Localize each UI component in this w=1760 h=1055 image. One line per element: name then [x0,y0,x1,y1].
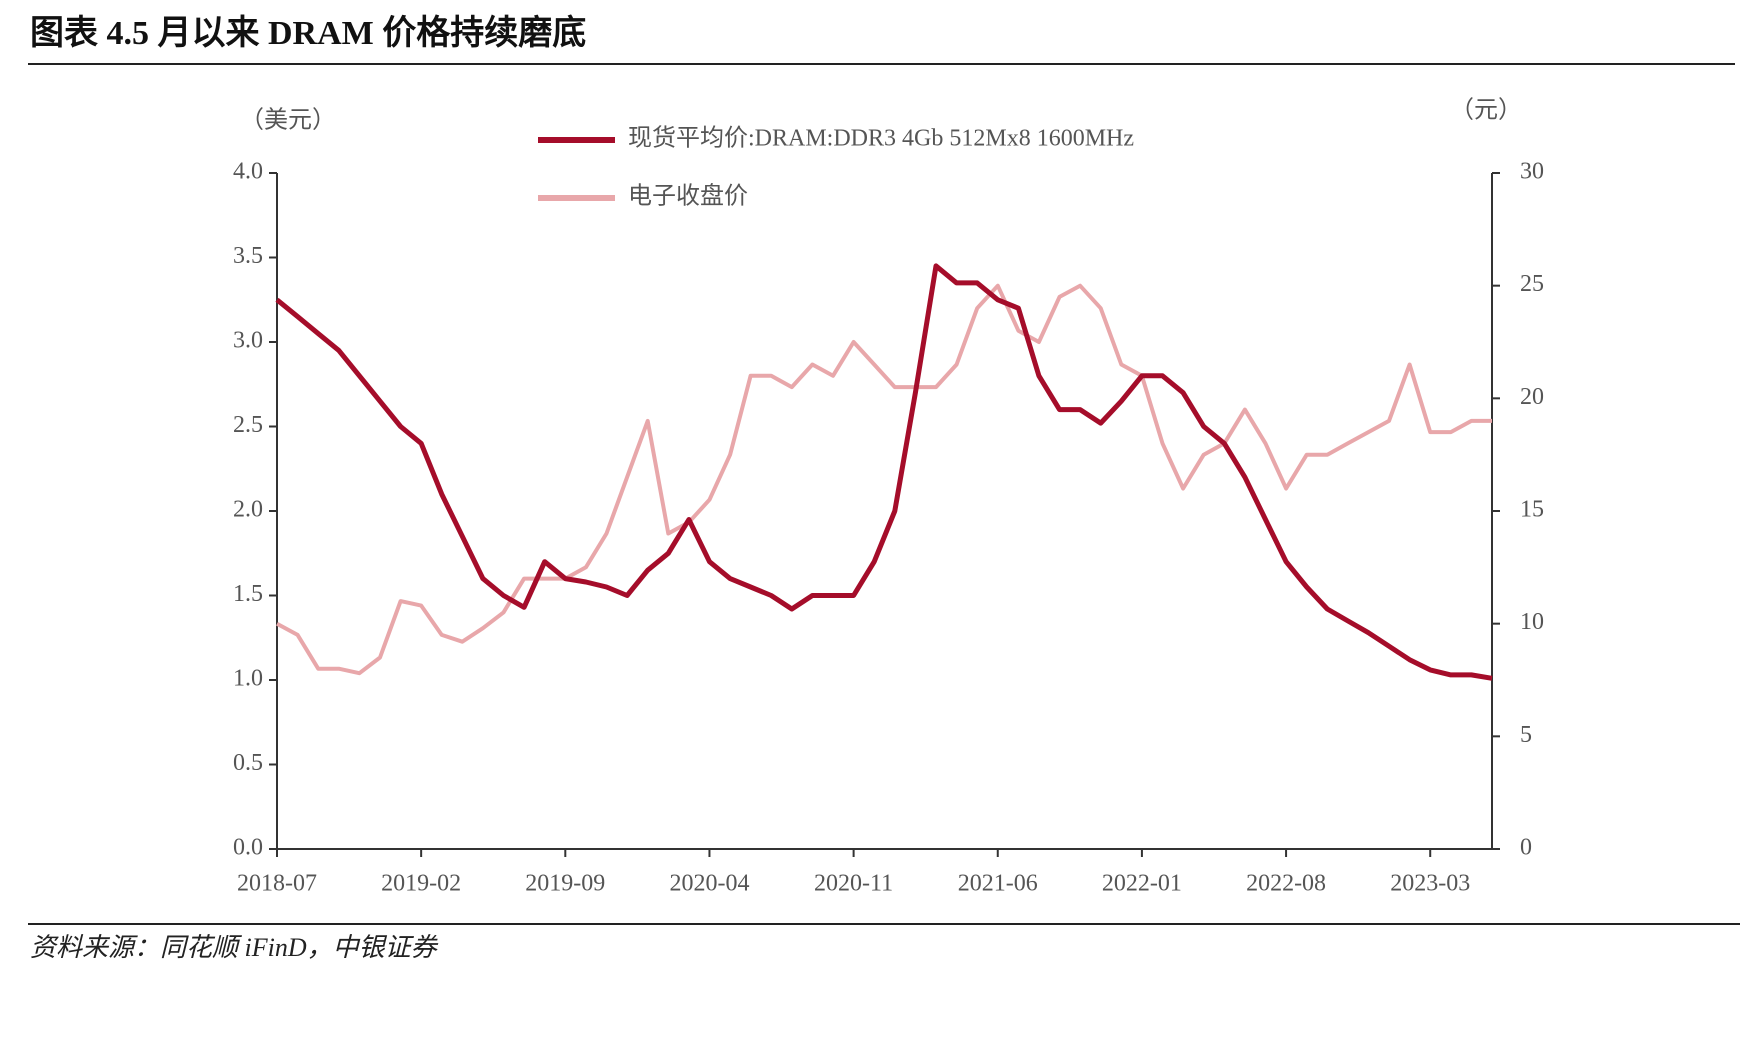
y-tick-label: 1.5 [233,581,263,607]
x-tick-label: 2021-06 [958,871,1038,897]
y-tick-label: 3.5 [233,243,263,269]
x-tick-label: 2020-04 [669,871,749,897]
y-tick-label: 0.0 [233,835,263,861]
x-tick-label: 2022-08 [1246,871,1326,897]
y2-tick-label: 25 [1520,271,1544,297]
y-tick-label: 2.5 [233,412,263,438]
x-tick-label: 2023-03 [1390,871,1470,897]
x-tick-label: 2019-02 [381,871,461,897]
series-line [275,263,1493,681]
x-tick-label: 2019-09 [525,871,605,897]
y-tick-label: 3.0 [233,328,263,354]
y-unit: （美元） [240,107,336,134]
y-tick-label: 4.0 [233,159,263,185]
source: 资料来源：同花顺 iFinD，中银证券 [30,933,439,962]
y2-tick-label: 30 [1520,159,1544,185]
x-tick-label: 2020-11 [814,871,893,897]
x-tick-label: 2018-07 [237,871,317,897]
y-tick-label: 0.5 [233,750,263,776]
y2-tick-label: 15 [1520,497,1544,523]
x-tick-label: 2022-01 [1102,871,1182,897]
legend-label: 电子收盘价 [628,183,748,210]
y-tick-label: 2.0 [233,497,263,523]
y2-unit: （元） [1450,98,1522,124]
y2-tick-label: 5 [1520,722,1532,748]
series-line [276,283,1492,676]
y2-tick-label: 20 [1520,384,1544,410]
title: 图表 4.5 月以来 DRAM 价格持续磨底 [30,14,586,52]
y2-tick-label: 0 [1520,835,1532,861]
y2-tick-label: 10 [1520,609,1544,635]
y-tick-label: 1.0 [233,666,263,692]
legend-label: 现货平均价:DRAM:DDR3 4Gb 512Mx8 1600MHz [628,125,1134,152]
